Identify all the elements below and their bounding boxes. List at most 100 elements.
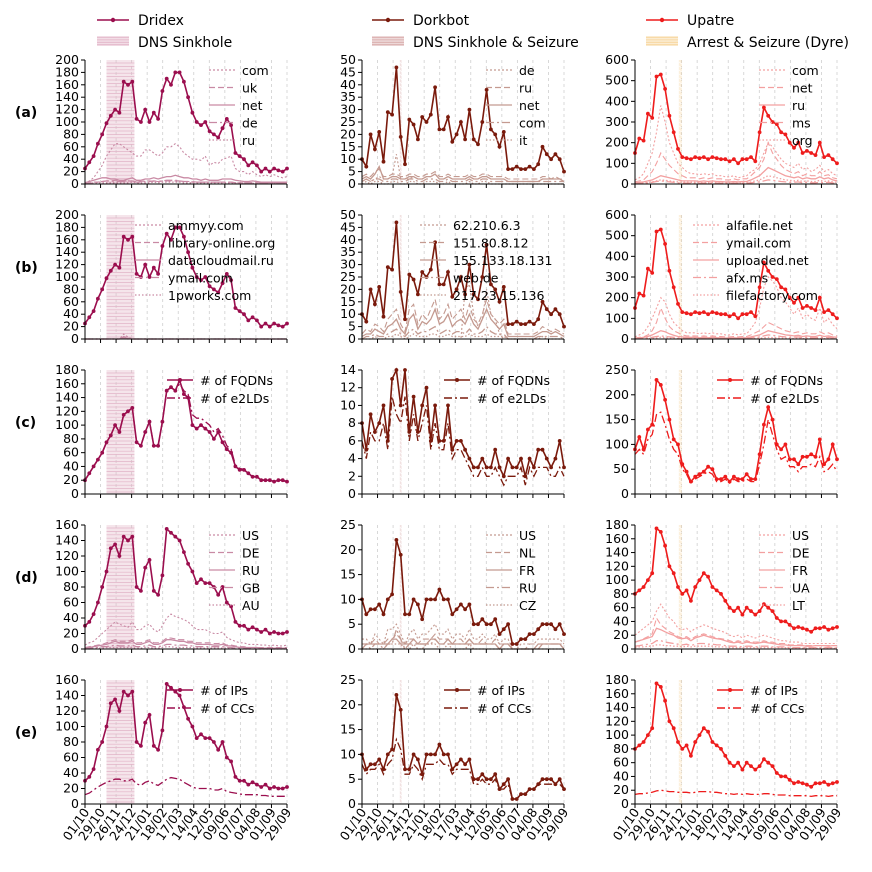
y-tick-label: 40: [340, 232, 356, 247]
data-point: [744, 472, 749, 477]
data-point: [732, 764, 736, 768]
data-point: [87, 471, 92, 476]
data-point: [809, 629, 814, 634]
data-point: [108, 701, 113, 706]
event-band-hatch: [678, 626, 683, 630]
legend-label: de: [519, 63, 535, 78]
row-label: (c): [15, 415, 36, 431]
series-line-net: [361, 168, 564, 180]
data-point: [156, 117, 161, 121]
event-band-hatch: [678, 300, 683, 304]
legend-marker: [728, 378, 732, 382]
data-point: [701, 469, 706, 474]
data-point: [407, 430, 412, 434]
data-point: [117, 110, 122, 115]
data-point: [732, 609, 736, 613]
legend-swatch-fill: [97, 36, 129, 46]
data-point: [809, 784, 814, 789]
data-point: [562, 632, 566, 636]
data-point: [680, 747, 685, 751]
data-point: [506, 167, 510, 172]
data-point: [398, 135, 403, 139]
data-point: [96, 747, 100, 752]
data-point: [646, 427, 650, 432]
legend-band-label: DNS Sinkhole & Seizure: [413, 35, 579, 51]
event-band-hatch: [399, 375, 402, 379]
data-point: [441, 597, 446, 602]
event-band-hatch: [399, 622, 402, 626]
legend-label: ms: [792, 116, 811, 131]
data-point: [813, 626, 818, 631]
data-point: [194, 426, 199, 431]
legend-label: ru: [519, 81, 532, 96]
data-point: [792, 457, 796, 462]
y-tick-label: 120: [605, 558, 629, 573]
data-point: [787, 778, 792, 782]
data-point: [203, 120, 208, 124]
event-band-hatch: [399, 383, 402, 387]
data-point: [493, 447, 498, 452]
data-point: [104, 440, 109, 445]
y-tick-label: 40: [63, 151, 79, 166]
event-band-hatch: [678, 415, 683, 419]
data-point: [212, 287, 216, 292]
y-tick-label: 50: [340, 207, 356, 222]
y-tick-label: 120: [55, 403, 79, 418]
event-band-hatch: [399, 252, 402, 256]
data-point: [497, 144, 502, 149]
data-point: [523, 322, 528, 326]
event-band-hatch: [399, 693, 402, 697]
event-band-hatch: [678, 240, 683, 244]
event-band-hatch: [399, 793, 402, 797]
data-point: [723, 753, 728, 758]
data-point: [91, 464, 96, 469]
panel-1-2: 0 100 200 300 400 500 600 alfafile.net ymail.com…: [605, 207, 839, 346]
event-band-hatch: [399, 737, 402, 741]
event-band-hatch: [399, 618, 402, 622]
row-label: (e): [15, 725, 37, 741]
data-point: [134, 585, 139, 589]
event-band-hatch: [678, 169, 683, 173]
data-point: [646, 266, 650, 271]
event-band-hatch: [399, 681, 402, 685]
y-tick-label: 200: [605, 290, 629, 305]
data-point: [723, 157, 728, 162]
data-point: [736, 316, 740, 321]
data-point: [186, 561, 191, 566]
data-point: [280, 324, 285, 329]
event-band-hatch: [399, 578, 402, 582]
event-band-hatch: [399, 153, 402, 157]
y-tick-label: 100: [55, 564, 79, 579]
data-point: [557, 622, 562, 627]
data-point: [173, 388, 178, 393]
y-tick-label: 300: [605, 269, 629, 284]
legend-marker: [659, 17, 665, 23]
series-line-ms: [634, 166, 838, 184]
data-point: [471, 777, 476, 782]
legend-label: datacloudmail.ru: [168, 253, 274, 268]
data-point: [710, 740, 715, 744]
data-point: [424, 597, 429, 602]
data-point: [390, 112, 394, 117]
data-point: [276, 478, 281, 483]
data-point: [817, 437, 822, 442]
y-tick-label: 160: [605, 531, 629, 546]
event-band-hatch: [399, 161, 402, 165]
data-point: [557, 439, 562, 443]
legend-label: US: [242, 528, 259, 543]
event-band-hatch: [399, 89, 402, 93]
event-band-hatch: [678, 419, 683, 423]
data-point: [403, 612, 407, 617]
data-point: [689, 598, 693, 603]
event-band-hatch: [678, 387, 683, 391]
data-point: [637, 588, 642, 593]
data-point: [753, 612, 758, 617]
data-point: [134, 440, 139, 445]
legend-label: # of IPs: [477, 683, 525, 698]
event-band-hatch: [678, 244, 683, 248]
data-point: [108, 433, 113, 438]
event-band-hatch: [678, 471, 683, 475]
y-tick-label: 600: [605, 207, 629, 222]
event-band-hatch: [678, 475, 683, 479]
data-point: [680, 592, 685, 596]
